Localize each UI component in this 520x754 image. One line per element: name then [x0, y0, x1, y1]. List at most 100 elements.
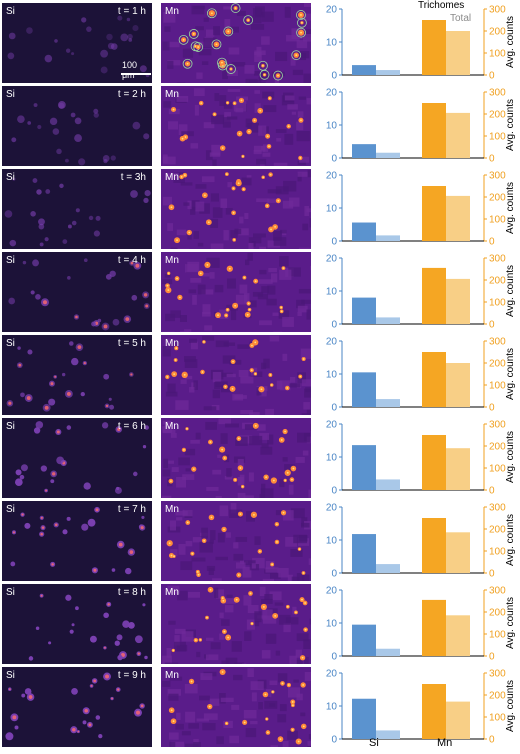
- mn-texture: [219, 612, 224, 619]
- mn-spot-core: [223, 630, 226, 633]
- si-spot: [11, 137, 17, 143]
- si-spot: [30, 290, 35, 295]
- mn-texture: [219, 505, 229, 517]
- left-tick-label: 0: [331, 237, 337, 248]
- mn-texture: [300, 522, 310, 528]
- mn-texture: [306, 409, 311, 415]
- si-map-graphic: [2, 252, 152, 332]
- mn-spot-core: [224, 385, 227, 388]
- mn-spot-core: [223, 528, 225, 531]
- si-spot-core: [107, 603, 110, 606]
- si-spot: [66, 516, 71, 521]
- mn-texture: [165, 313, 176, 322]
- mn-texture: [245, 728, 257, 738]
- mn-spot-core: [276, 541, 278, 543]
- mn-map-image: Mn: [161, 501, 311, 581]
- left-tick-label: 0: [331, 486, 337, 497]
- si-spot-core: [95, 508, 99, 512]
- mn-texture: [169, 676, 183, 681]
- mn-texture: [169, 741, 176, 747]
- y-axis-label: Avg. counts: [505, 265, 516, 317]
- mn-texture: [167, 383, 176, 394]
- si-spot-core: [75, 315, 78, 319]
- si-spot: [71, 357, 79, 366]
- y-axis-label: Avg. counts: [505, 99, 516, 151]
- si-spot-core: [51, 563, 54, 566]
- mn-texture: [224, 19, 231, 28]
- time-row: Si t = 3h Mn 0 10 20 0 100 200 300 Avg. counts: [0, 169, 520, 249]
- mn-spot-core: [284, 430, 286, 433]
- mn-spot-core: [262, 64, 264, 67]
- si-spot-core: [118, 542, 123, 547]
- si-spot: [139, 65, 147, 73]
- mn-spot-core: [225, 173, 228, 175]
- mn-texture: [201, 289, 214, 295]
- mn-texture: [205, 654, 219, 661]
- mn-texture: [174, 635, 180, 646]
- si-spot: [75, 606, 79, 611]
- mn-spot-core: [250, 369, 253, 372]
- mn-map-graphic: [161, 418, 311, 498]
- mn-spot-core: [227, 30, 230, 33]
- si-spot-core: [93, 679, 97, 683]
- mn-map-graphic: [161, 86, 311, 166]
- mn-texture: [203, 37, 217, 49]
- mn-texture: [258, 702, 263, 710]
- mn-texture: [201, 527, 208, 539]
- mn-texture: [262, 91, 275, 99]
- mn-texture: [243, 495, 254, 498]
- mn-texture: [164, 26, 171, 32]
- si-spot: [143, 197, 149, 204]
- mn-texture: [176, 517, 183, 521]
- mn-spot-core: [203, 194, 206, 197]
- trichome-outline: [211, 39, 222, 50]
- mn-texture: [247, 668, 254, 678]
- right-tick-label: 0: [489, 652, 495, 663]
- si-spot: [97, 318, 102, 323]
- si-label: Si: [6, 6, 15, 17]
- si-spot: [93, 108, 99, 114]
- mn-spot-core: [173, 373, 176, 376]
- mn-texture: [181, 631, 194, 642]
- mn-spot-core: [201, 371, 204, 373]
- si-spot-core: [90, 684, 93, 687]
- mn-texture: [222, 355, 236, 364]
- mn-texture: [296, 633, 309, 642]
- si-spot: [134, 635, 143, 644]
- mn-spot-core: [254, 280, 257, 283]
- si-label: Si: [6, 421, 15, 432]
- mn-texture: [199, 203, 210, 214]
- bar-mn-trichomes: [422, 435, 446, 490]
- mn-texture: [287, 104, 298, 110]
- bar-si-trichomes: [352, 698, 376, 739]
- si-map-image: Si t = 9 h: [2, 667, 152, 747]
- mn-spot-core: [295, 54, 298, 57]
- left-tick-label: 0: [331, 403, 337, 414]
- right-tick-label: 0: [489, 735, 495, 746]
- si-spot-core: [40, 516, 43, 519]
- si-spot: [82, 720, 87, 725]
- mn-texture: [261, 286, 270, 293]
- mn-texture: [310, 265, 311, 271]
- si-spot-core: [56, 430, 60, 434]
- si-spot: [17, 115, 25, 123]
- si-spot-core: [45, 489, 48, 492]
- mn-texture: [219, 309, 229, 319]
- mn-texture: [279, 256, 289, 267]
- mn-texture: [261, 598, 273, 604]
- left-tick-label: 10: [326, 702, 338, 713]
- bar-si-trichomes: [352, 144, 376, 158]
- left-tick-label: 0: [331, 154, 337, 165]
- si-spot: [71, 688, 78, 695]
- si-spot-core: [129, 550, 134, 554]
- mn-texture: [250, 367, 258, 376]
- mn-texture: [270, 273, 278, 283]
- mn-texture: [203, 17, 209, 22]
- si-spot: [65, 594, 72, 601]
- mn-texture: [221, 619, 230, 626]
- mn-texture: [282, 316, 294, 327]
- mn-texture: [273, 331, 283, 332]
- mn-texture: [202, 335, 215, 341]
